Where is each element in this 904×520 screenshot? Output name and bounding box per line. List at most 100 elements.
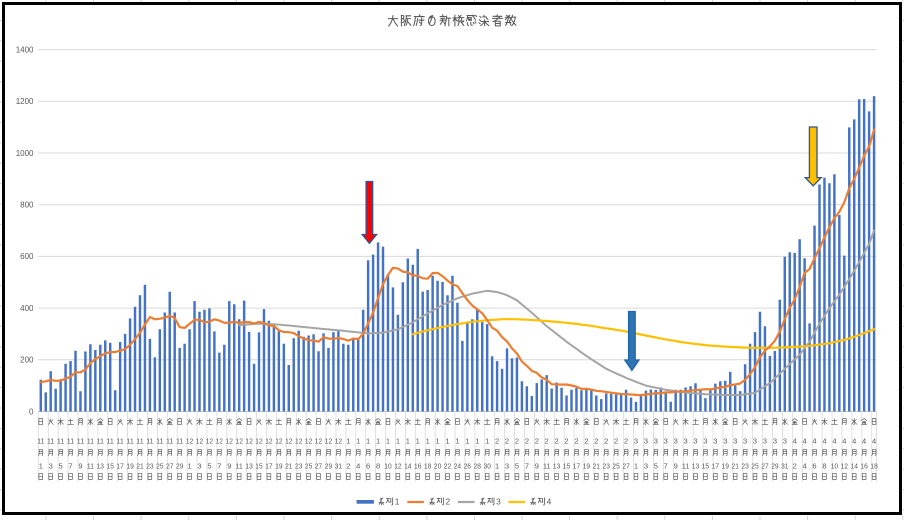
svg-text:12: 12 <box>206 436 213 445</box>
svg-text:14: 14 <box>404 461 411 470</box>
svg-text:12: 12 <box>315 436 322 445</box>
svg-text:3: 3 <box>693 436 697 445</box>
svg-text:400: 400 <box>20 304 34 313</box>
svg-text:11: 11 <box>107 436 114 445</box>
svg-text:23: 23 <box>146 461 153 470</box>
svg-text:2: 2 <box>545 436 549 445</box>
svg-text:16: 16 <box>860 461 867 470</box>
svg-text:10: 10 <box>831 461 838 470</box>
svg-text:12: 12 <box>226 436 233 445</box>
svg-text:600: 600 <box>20 252 34 261</box>
svg-text:11: 11 <box>47 436 54 445</box>
svg-text:15: 15 <box>255 461 262 470</box>
svg-text:2: 2 <box>793 461 797 470</box>
svg-text:2: 2 <box>564 436 568 445</box>
svg-text:3: 3 <box>713 436 717 445</box>
svg-text:2: 2 <box>604 436 608 445</box>
svg-text:11: 11 <box>87 461 94 470</box>
svg-text:4: 4 <box>862 436 866 445</box>
svg-text:3: 3 <box>783 436 787 445</box>
svg-text:1: 1 <box>436 436 440 445</box>
svg-text:200: 200 <box>20 356 34 365</box>
svg-text:2: 2 <box>555 436 559 445</box>
svg-text:6: 6 <box>812 461 816 470</box>
svg-text:11: 11 <box>87 436 94 445</box>
svg-text:1: 1 <box>475 436 479 445</box>
svg-text:4: 4 <box>842 436 846 445</box>
svg-text:4: 4 <box>803 436 807 445</box>
svg-text:17: 17 <box>265 461 272 470</box>
svg-text:12: 12 <box>335 436 342 445</box>
svg-text:1: 1 <box>188 461 192 470</box>
svg-text:14: 14 <box>851 461 858 470</box>
svg-text:2: 2 <box>346 461 350 470</box>
svg-text:21: 21 <box>732 461 739 470</box>
svg-text:11: 11 <box>543 461 550 470</box>
svg-text:4: 4 <box>852 436 856 445</box>
svg-text:22: 22 <box>444 461 451 470</box>
svg-text:29: 29 <box>176 461 183 470</box>
svg-text:12: 12 <box>841 461 848 470</box>
svg-text:3: 3 <box>723 436 727 445</box>
svg-text:15: 15 <box>107 461 114 470</box>
svg-text:7: 7 <box>664 461 668 470</box>
svg-text:7: 7 <box>217 461 221 470</box>
svg-text:3: 3 <box>664 436 668 445</box>
svg-text:12: 12 <box>265 436 272 445</box>
svg-text:27: 27 <box>166 461 173 470</box>
svg-text:1: 1 <box>416 436 420 445</box>
svg-text:1400: 1400 <box>16 45 34 54</box>
svg-text:3: 3 <box>496 496 501 506</box>
svg-text:21: 21 <box>285 461 292 470</box>
svg-text:16: 16 <box>414 461 421 470</box>
svg-text:13: 13 <box>245 461 252 470</box>
svg-text:11: 11 <box>57 436 64 445</box>
svg-text:1: 1 <box>346 436 350 445</box>
svg-text:1: 1 <box>356 436 360 445</box>
svg-text:17: 17 <box>116 461 123 470</box>
svg-text:11: 11 <box>176 436 183 445</box>
svg-text:4: 4 <box>793 436 797 445</box>
svg-text:21: 21 <box>593 461 600 470</box>
svg-text:29: 29 <box>771 461 778 470</box>
svg-text:12: 12 <box>186 436 193 445</box>
svg-text:12: 12 <box>305 436 312 445</box>
svg-text:2: 2 <box>515 436 519 445</box>
svg-text:11: 11 <box>37 436 44 445</box>
svg-text:8: 8 <box>376 461 380 470</box>
svg-text:31: 31 <box>781 461 788 470</box>
svg-text:1: 1 <box>495 461 499 470</box>
svg-text:4: 4 <box>547 496 552 506</box>
svg-text:19: 19 <box>722 461 729 470</box>
svg-text:12: 12 <box>275 436 282 445</box>
svg-text:11: 11 <box>126 436 133 445</box>
svg-text:24: 24 <box>454 461 461 470</box>
svg-text:3: 3 <box>49 461 53 470</box>
svg-text:3: 3 <box>674 436 678 445</box>
svg-text:3: 3 <box>763 436 767 445</box>
svg-text:1: 1 <box>386 436 390 445</box>
svg-text:4: 4 <box>803 461 807 470</box>
svg-text:8: 8 <box>822 461 826 470</box>
svg-text:4: 4 <box>812 436 816 445</box>
svg-text:1: 1 <box>455 436 459 445</box>
svg-text:1: 1 <box>445 436 449 445</box>
svg-text:27: 27 <box>761 461 768 470</box>
svg-text:11: 11 <box>136 436 143 445</box>
svg-text:15: 15 <box>563 461 570 470</box>
svg-text:18: 18 <box>424 461 431 470</box>
svg-text:19: 19 <box>583 461 590 470</box>
svg-text:12: 12 <box>394 461 401 470</box>
svg-text:25: 25 <box>612 461 619 470</box>
svg-text:31: 31 <box>335 461 342 470</box>
svg-text:2: 2 <box>495 436 499 445</box>
svg-text:23: 23 <box>603 461 610 470</box>
svg-text:2: 2 <box>594 436 598 445</box>
svg-text:23: 23 <box>741 461 748 470</box>
svg-text:12: 12 <box>196 436 203 445</box>
svg-text:11: 11 <box>682 461 689 470</box>
svg-text:23: 23 <box>295 461 302 470</box>
svg-text:3: 3 <box>684 436 688 445</box>
svg-text:1: 1 <box>366 436 370 445</box>
svg-text:4: 4 <box>832 436 836 445</box>
